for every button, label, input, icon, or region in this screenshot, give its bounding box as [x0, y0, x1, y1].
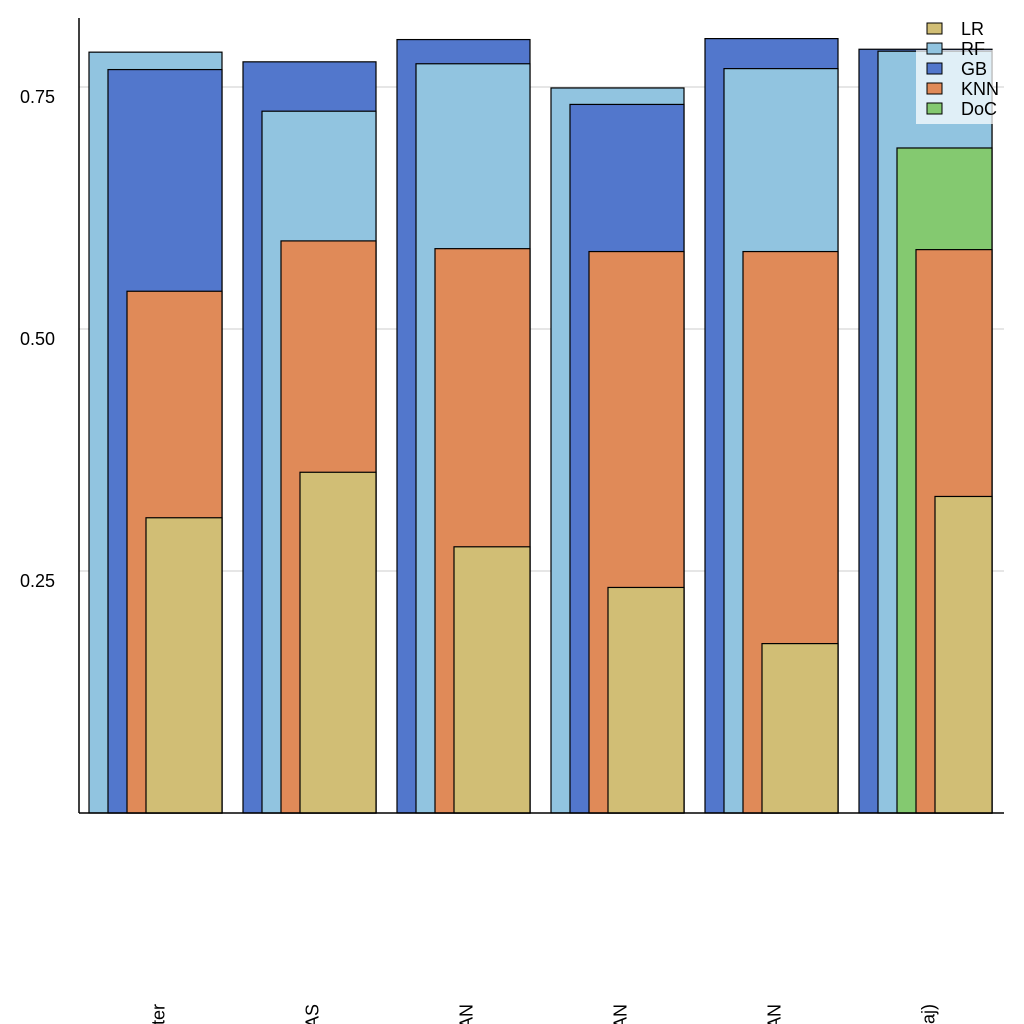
legend-label-doc: DoC	[961, 99, 997, 119]
x-tick-label: GAN	[457, 1004, 477, 1024]
bar-group-repeater	[88, 51, 223, 814]
x-tick-labels: Repeater ProWRAS GAN CTGAN CTAB-GAN ConvGeN(m…	[149, 1004, 939, 1024]
y-tick-label: 0.75	[20, 87, 55, 107]
x-tick-label: CTAB-GAN	[765, 1004, 785, 1024]
x-tick-label: Repeater	[149, 1004, 169, 1024]
bar-group-gan	[396, 38, 531, 814]
bar-lr	[145, 517, 223, 814]
bar-group-prowras	[242, 61, 377, 814]
bar-group-ctab-gan	[704, 37, 839, 814]
legend-swatch-doc	[926, 102, 943, 115]
bars	[88, 37, 993, 814]
legend-label-rf: RF	[961, 39, 985, 59]
legend-swatch-lr	[926, 22, 943, 35]
bar-group-convgen-min-maj-	[858, 48, 993, 814]
bar-lr	[934, 495, 993, 814]
legend-label-lr: LR	[961, 19, 984, 39]
y-tick-label: 0.25	[20, 571, 55, 591]
gridlines	[79, 86, 1004, 572]
bar-lr	[607, 586, 685, 814]
x-tick-label: CTGAN	[611, 1004, 631, 1024]
legend-label-knn: KNN	[961, 79, 999, 99]
bar-group-ctgan	[550, 87, 685, 814]
bar-lr	[761, 642, 839, 814]
x-tick-label: ProWRAS	[303, 1004, 323, 1024]
y-tick-label: 0.50	[20, 329, 55, 349]
bar-lr	[453, 546, 531, 814]
legend-swatch-knn	[926, 82, 943, 95]
bar-lr	[299, 471, 377, 814]
legend-label-gb: GB	[961, 59, 987, 79]
y-tick-labels: 0.25 0.50 0.75	[20, 87, 55, 591]
x-tick-label: ConvGeN(min,maj)	[919, 1004, 939, 1024]
axes	[78, 18, 1004, 814]
legend-swatch-gb	[926, 62, 943, 75]
legend-swatch-rf	[926, 42, 943, 55]
